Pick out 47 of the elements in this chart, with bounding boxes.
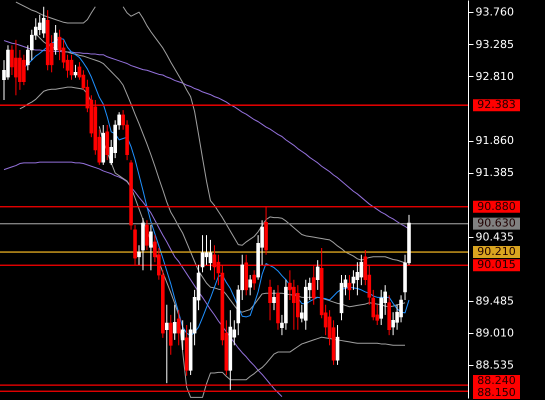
candlestick	[149, 224, 153, 271]
candlestick	[336, 324, 340, 366]
y-tick-label: 89.485	[476, 294, 514, 308]
candlestick	[379, 289, 384, 326]
candlestick	[74, 64, 78, 78]
candlestick	[105, 124, 110, 161]
candlestick	[168, 314, 173, 356]
ref-line-label: 90.210	[477, 245, 516, 258]
candlestick	[204, 234, 208, 266]
ref-line-label: 90.630	[477, 216, 516, 230]
candlestick	[272, 289, 276, 311]
ref-line-label: 92.383	[477, 98, 516, 112]
candlestick	[42, 6, 46, 38]
y-tick-label: 90.435	[476, 230, 514, 244]
candlestick	[252, 270, 256, 290]
candlestick	[288, 270, 292, 301]
candlestick	[14, 39, 18, 96]
candlestick	[383, 284, 387, 316]
candlestick	[38, 14, 42, 36]
candlestick	[172, 304, 177, 340]
y-tick-label: 93.285	[476, 38, 514, 51]
candlestick	[352, 270, 356, 290]
y-tick-label: 93.760	[476, 6, 514, 19]
y-tick-label: 89.010	[476, 326, 514, 340]
candlestick	[356, 262, 360, 296]
candlestick	[145, 220, 149, 251]
candlestick	[164, 304, 169, 384]
candlestick	[348, 274, 352, 301]
ref-line-label: 90.015	[477, 258, 516, 272]
candlestick	[180, 320, 184, 351]
ref-line-label: 88.150	[477, 386, 516, 399]
y-tick-label: 91.385	[476, 166, 514, 180]
candlestick	[54, 24, 58, 56]
ref-line-label: 88.240	[477, 374, 516, 387]
y-tick-label: 88.535	[476, 358, 514, 372]
line-series	[4, 162, 282, 398]
candlestick	[176, 310, 181, 346]
candlestick	[316, 260, 320, 290]
candlestick	[70, 54, 74, 80]
candlestick	[248, 274, 252, 296]
candlestick	[22, 54, 26, 86]
y-tick-label: 91.860	[476, 134, 514, 148]
candlestick	[268, 279, 272, 321]
ref-line-label: 90.880	[477, 200, 516, 213]
y-tick-label: 92.810	[476, 70, 514, 83]
candlestick	[208, 239, 212, 271]
line-series	[15, 2, 96, 24]
